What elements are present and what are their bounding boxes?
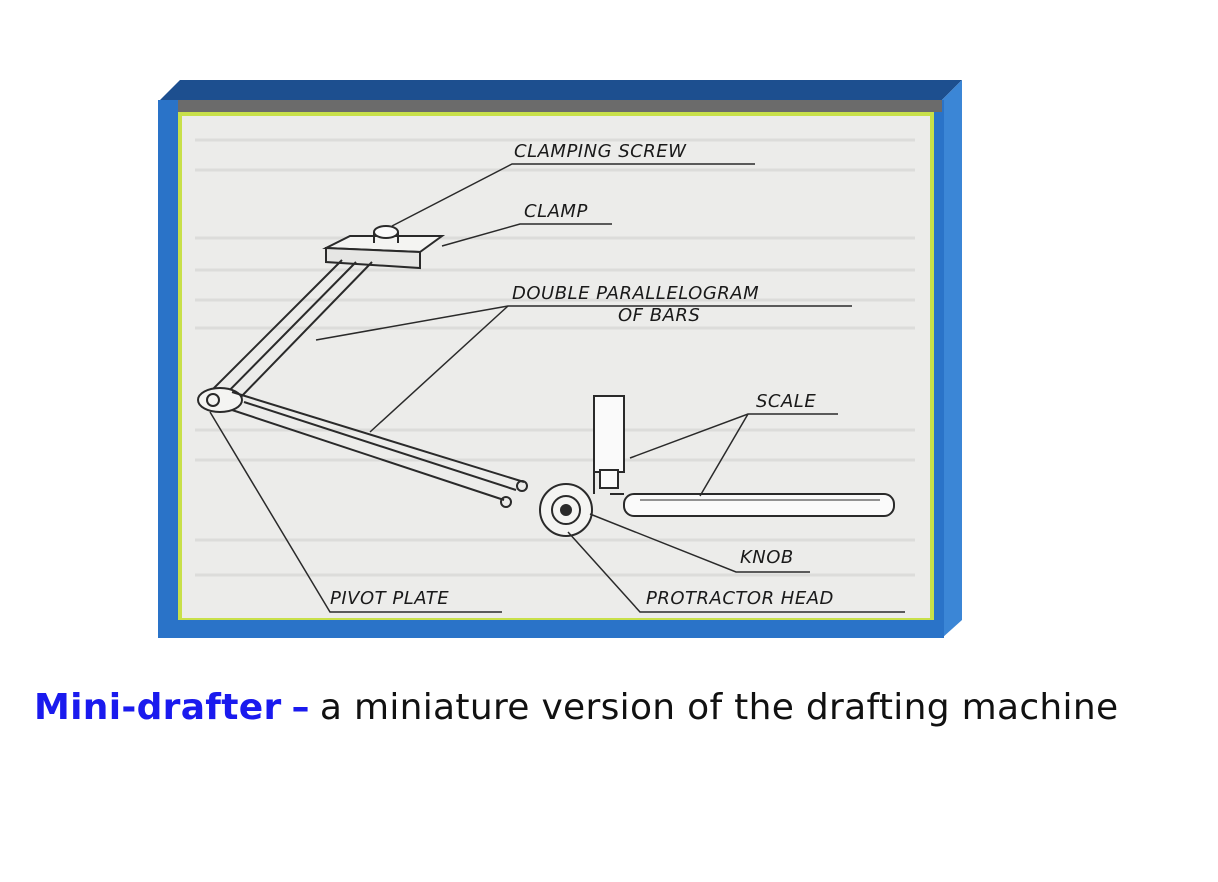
label-pivot-plate: PIVOT PLATE [330,588,450,609]
label-double-parallelogram: DOUBLE PARALLELOGRAM [512,283,760,304]
label-clamp: CLAMP [524,201,588,222]
leader-lines [209,163,905,613]
diagram-figure: CLAMPING SCREW CLAMP DOUBLE PARALLELOGRA… [158,80,962,638]
caption-term: Mini-drafter [34,687,282,728]
clamping-screw-shape [373,225,399,239]
horizontal-scale-shape [623,493,895,517]
diagram-frame [158,80,962,638]
frame-right-bevel [942,80,962,638]
label-knob: KNOB [740,547,794,568]
caption-dash: – [291,687,310,728]
label-clamping-screw: CLAMPING SCREW [514,141,687,162]
frame-inner-shadow [178,100,942,112]
label-scale: SCALE [756,391,817,412]
frame-top-bevel [160,80,962,100]
label-protractor-head: PROTRACTOR HEAD [646,588,834,609]
vertical-scale-shape [593,395,625,473]
slide-caption: Mini-drafter – a miniature version of the … [34,684,1118,732]
caption-description: a miniature version of the drafting mach… [319,687,1119,728]
label-of-bars: OF BARS [618,305,701,326]
background-text-lines [195,138,915,577]
diagram-paper [182,116,930,618]
mini-drafter-drawing [197,225,895,537]
